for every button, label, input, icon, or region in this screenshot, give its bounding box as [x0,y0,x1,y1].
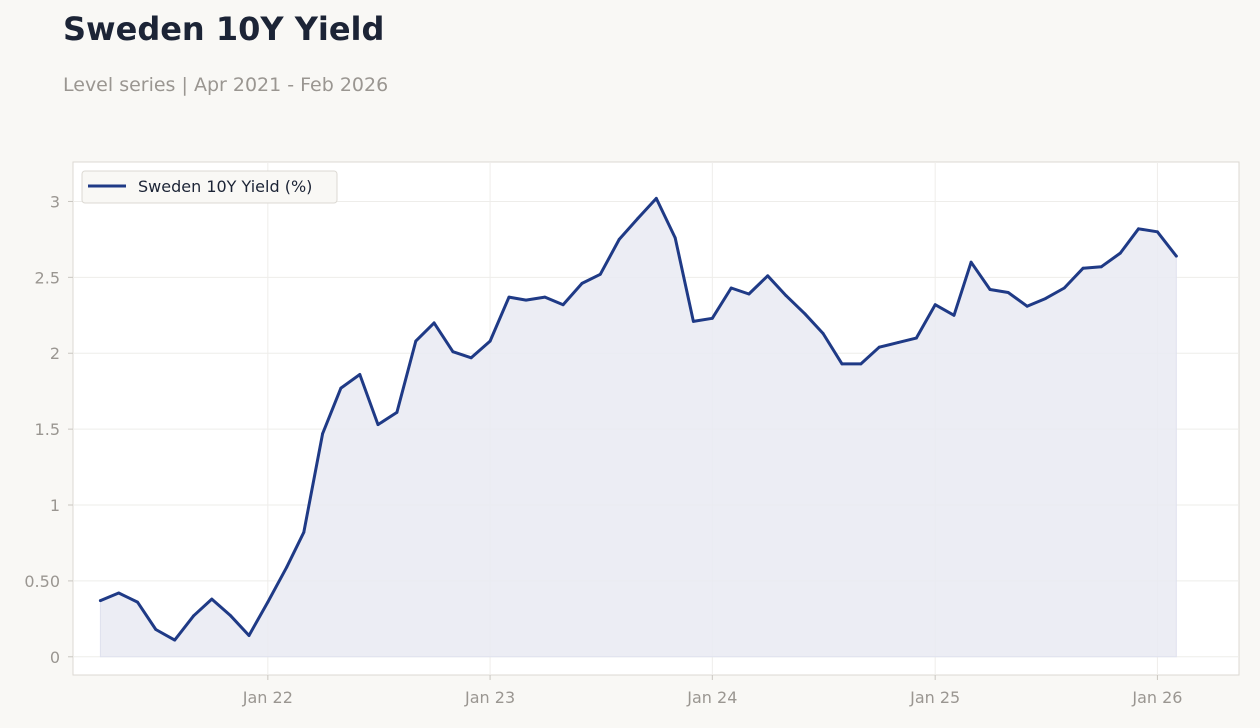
chart-subtitle: Level series | Apr 2021 - Feb 2026 [63,74,389,96]
data-point [933,303,937,307]
y-tick-label: 0 [50,648,60,667]
x-tick-label: Jan 26 [1131,688,1182,707]
data-point [1156,230,1159,234]
data-point [561,303,565,307]
data-point [285,565,289,569]
data-point [988,288,992,291]
data-point [339,386,343,390]
data-point [154,628,158,631]
data-point [877,345,881,349]
data-point [117,591,121,595]
legend: Sweden 10Y Yield (%) [81,170,338,204]
data-point [376,423,380,426]
x-tick-label: Jan 25 [909,688,960,707]
data-point [136,600,139,604]
data-point [1118,251,1122,255]
chart-title: Sweden 10Y Yield [63,10,385,48]
y-tick-label: 2 [50,344,60,363]
data-point [1025,304,1029,308]
data-point [896,341,900,344]
data-point [729,286,733,290]
data-point [1006,291,1010,294]
data-point [469,356,473,360]
data-point [598,272,602,276]
x-axis-ticks: Jan 22 Jan 23 Jan 24 Jan 25 Jan 26 [242,675,1182,707]
x-tick-label: Jan 23 [464,688,515,707]
legend-label: Sweden 10Y Yield (%) [138,177,312,196]
data-point [543,295,547,299]
data-point [580,282,584,285]
data-point [692,320,695,323]
y-tick-label: 3 [50,192,60,211]
data-point [840,362,844,366]
data-point [210,597,214,601]
data-point [914,336,918,340]
data-point [1137,227,1140,231]
x-tick-label: Jan 22 [242,688,293,707]
data-point [654,197,658,200]
data-point [395,411,399,414]
data-point [803,312,807,316]
y-tick-label: 0.50 [24,572,60,591]
data-point [784,294,788,297]
data-point [99,599,102,602]
data-point [192,614,196,618]
data-point [432,321,436,325]
data-point [747,292,751,296]
data-point [673,236,677,240]
data-point [821,332,825,335]
data-point [1062,286,1066,290]
y-tick-label: 1 [50,496,60,515]
data-point [488,339,492,343]
data-point [229,614,233,618]
data-point [1044,297,1047,300]
data-point [321,432,324,436]
data-point [173,638,177,642]
data-point [302,530,306,534]
data-point [1100,265,1103,269]
data-point [952,313,956,317]
y-tick-label: 2.5 [35,268,60,287]
data-point [859,362,863,366]
data-point [710,316,714,320]
data-point [507,295,511,299]
data-point [1174,254,1178,258]
y-tick-label: 1.5 [35,420,60,439]
x-tick-label: Jan 24 [686,688,737,707]
legend-box [81,170,338,204]
data-point [636,216,640,220]
data-point [414,339,418,343]
data-point [766,274,770,278]
data-point [1081,266,1085,270]
line-series [98,196,1178,642]
data-point [266,600,270,604]
y-axis-ticks: 0 0.50 1 1.5 2 2.5 3 [24,192,73,667]
data-point [524,298,528,302]
data-point [969,260,973,264]
data-point [617,238,621,241]
data-point [358,373,362,376]
data-point [247,634,251,637]
data-point [451,350,455,354]
